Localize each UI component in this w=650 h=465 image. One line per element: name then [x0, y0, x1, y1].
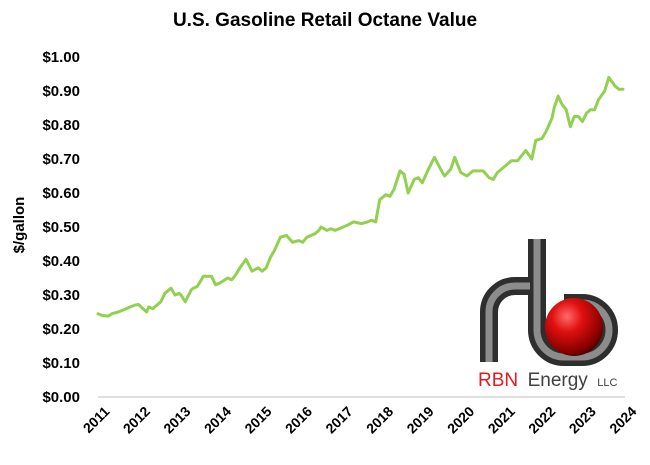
rbn-logo-suffix: LLC: [597, 377, 617, 389]
x-tick-label: 2022: [525, 403, 558, 436]
rbn-logo-pipe-mark: [480, 239, 618, 366]
x-tick-label: 2019: [403, 403, 436, 436]
y-tick-label: $0.20: [42, 321, 80, 338]
x-tick-labels: 2011 2012 2013 2014 2015 2016 2017 2018 2019 2020…: [80, 403, 640, 436]
rbn-logo: RBN Energy LLC: [478, 239, 618, 391]
chart-title: U.S. Gasoline Retail Octane Value: [173, 10, 477, 31]
y-tick-label: $0.80: [42, 117, 80, 134]
y-tick-label: $1.00: [42, 49, 80, 66]
x-tick-label: 2024: [606, 403, 639, 436]
rbn-logo-brand: RBN: [478, 370, 518, 391]
y-tick-label: $0.60: [42, 185, 80, 202]
x-tick-label: 2015: [241, 403, 274, 436]
series-layer: [96, 75, 625, 318]
x-tick-label: 2017: [322, 403, 355, 436]
x-tick-label: 2016: [282, 403, 315, 436]
x-tick-label: 2011: [80, 403, 113, 436]
y-tick-label: $0.10: [42, 355, 80, 372]
rbn-logo-red-sphere: [545, 298, 603, 356]
x-tick-label: 2014: [201, 403, 234, 436]
y-tick-labels: $0.00 $0.10 $0.20 $0.30 $0.40 $0.50 $0.60 $0.70…: [42, 49, 80, 406]
x-tick-label: 2021: [485, 403, 518, 436]
series-line-0: [96, 75, 625, 318]
rbn-logo-name: Energy: [528, 370, 589, 391]
x-tick-label: 2018: [363, 403, 396, 436]
y-tick-label: $0.40: [42, 253, 80, 270]
x-tick-label: 2012: [120, 403, 153, 436]
y-tick-label: $0.00: [42, 389, 80, 406]
y-tick-label: $0.70: [42, 151, 80, 168]
x-tick-label: 2020: [444, 403, 477, 436]
y-tick-label: $0.50: [42, 219, 80, 236]
x-tick-label: 2023: [566, 403, 599, 436]
y-axis-label: $/gallon: [11, 197, 28, 254]
y-tick-label: $0.90: [42, 83, 80, 100]
x-tick-label: 2013: [160, 403, 193, 436]
rbn-logo-wordmark: RBN Energy LLC: [478, 370, 617, 391]
y-tick-label: $0.30: [42, 287, 80, 304]
